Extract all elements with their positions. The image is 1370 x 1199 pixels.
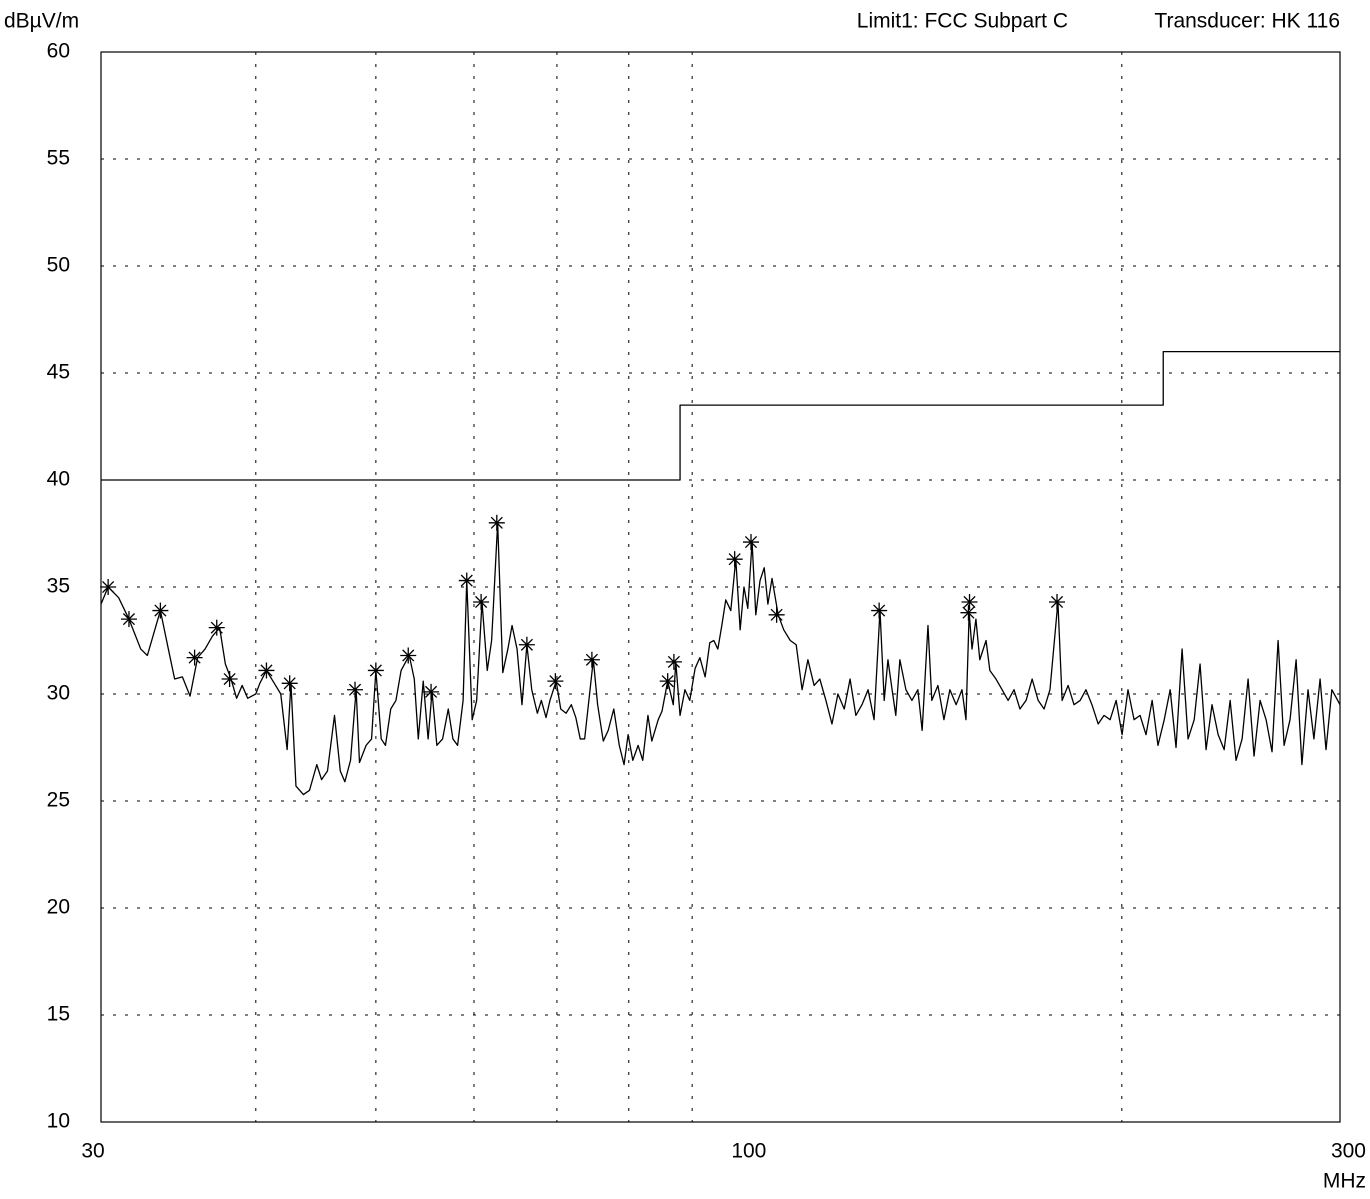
y-tick-label: 20 [47, 896, 70, 919]
peak-marker [583, 651, 600, 668]
trace-line [100, 522, 1341, 796]
y-tick-label: 10 [47, 1110, 70, 1133]
peak-marker [659, 673, 676, 690]
marker-stroke [963, 595, 976, 609]
marker-stroke [585, 653, 598, 666]
trace-line [101, 350, 1340, 481]
peak-marker [871, 602, 888, 619]
marker-stroke [873, 604, 886, 617]
marker-stroke [369, 664, 382, 677]
marker-stroke [744, 536, 758, 549]
marker-stroke [188, 651, 201, 664]
marker-stroke [210, 621, 223, 634]
peak-marker [473, 593, 490, 610]
marker-stroke [661, 675, 674, 688]
peak-marker [518, 636, 535, 653]
limit-label: Limit1: FCC Subpart C [857, 10, 1068, 33]
y-tick-label: 45 [47, 361, 70, 384]
marker-stroke [283, 677, 296, 690]
marker-stroke [962, 606, 975, 619]
marker-stroke [402, 649, 415, 662]
peak-marker [547, 673, 564, 690]
peak-marker [258, 662, 275, 679]
peak-marker [208, 619, 225, 636]
y-tick-label: 25 [47, 789, 70, 812]
peak-marker [423, 683, 440, 700]
marker-stroke [260, 664, 273, 677]
marker-stroke [728, 553, 741, 566]
x-tick-label: 300 [1331, 1140, 1366, 1163]
marker-stroke [424, 685, 438, 698]
marker-stroke [475, 595, 488, 609]
marker-stroke [122, 613, 136, 626]
y-tick-label: 60 [47, 40, 70, 63]
marker-stroke [348, 683, 362, 696]
peak-marker [458, 572, 475, 589]
marker-stroke [490, 516, 503, 529]
marker-stroke [1050, 595, 1064, 609]
peak-marker [768, 606, 785, 623]
peak-marker [186, 649, 203, 666]
y-axis-unit: dBµV/m [4, 10, 79, 33]
transducer-label: Transducer: HK 116 [1154, 10, 1340, 33]
peak-marker [221, 671, 238, 688]
peak-marker [960, 604, 977, 621]
peak-marker [281, 675, 298, 692]
y-tick-label: 50 [47, 254, 70, 277]
marker-stroke [770, 608, 783, 621]
x-axis-unit: MHz [1323, 1170, 1366, 1193]
y-tick-label: 30 [47, 682, 70, 705]
marker-stroke [154, 604, 167, 617]
marker-stroke [223, 672, 236, 686]
peak-marker [152, 602, 169, 619]
marker-stroke [460, 574, 473, 587]
peak-marker [961, 593, 978, 610]
peak-marker [120, 611, 137, 628]
peak-marker [400, 647, 417, 664]
y-tick-label: 35 [47, 575, 70, 598]
peak-marker [347, 681, 364, 698]
peak-marker [367, 662, 384, 679]
x-tick-label: 30 [81, 1140, 104, 1163]
peak-marker [488, 514, 505, 531]
peak-marker [1048, 593, 1065, 610]
y-tick-label: 55 [47, 147, 70, 170]
marker-stroke [667, 655, 680, 668]
y-tick-label: 15 [47, 1003, 70, 1026]
peak-marker [742, 534, 759, 551]
peak-marker [665, 653, 682, 670]
y-tick-label: 40 [47, 468, 70, 491]
marker-stroke [520, 638, 533, 651]
marker-stroke [549, 675, 562, 688]
marker-stroke [102, 580, 115, 594]
peak-marker [726, 551, 743, 568]
plot-frame [100, 51, 1341, 1123]
x-tick-label: 100 [731, 1140, 766, 1163]
peak-marker [100, 579, 117, 595]
